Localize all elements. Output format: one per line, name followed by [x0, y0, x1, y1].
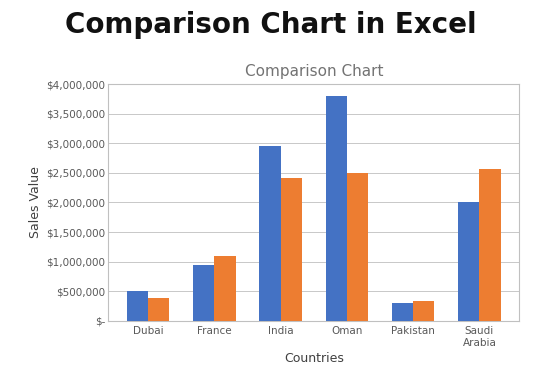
Bar: [326, 96, 347, 321]
Title: Comparison Chart: Comparison Chart: [245, 64, 383, 79]
Bar: [479, 169, 500, 321]
X-axis label: Countries: Countries: [284, 352, 344, 365]
Bar: [127, 291, 148, 321]
Bar: [392, 303, 413, 321]
Y-axis label: Sales Value: Sales Value: [29, 167, 42, 238]
Bar: [214, 256, 235, 321]
Bar: [193, 265, 214, 321]
Bar: [260, 146, 281, 321]
Text: Comparison Chart in Excel: Comparison Chart in Excel: [65, 11, 476, 39]
Bar: [413, 301, 434, 321]
Bar: [148, 298, 169, 321]
Bar: [347, 173, 368, 321]
Bar: [458, 202, 479, 321]
Bar: [281, 178, 302, 321]
